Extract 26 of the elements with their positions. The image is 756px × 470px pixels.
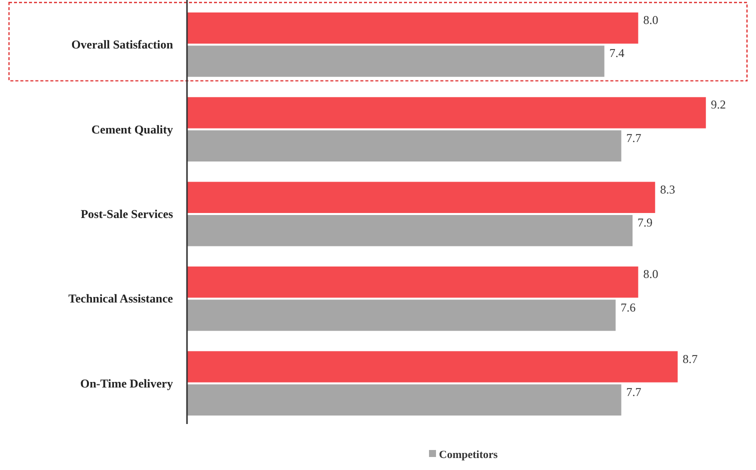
data-label: 7.7 [626, 384, 642, 399]
data-label: 8.0 [643, 267, 658, 282]
bar [187, 384, 622, 416]
data-label: 8.0 [643, 13, 658, 28]
bar [187, 12, 638, 44]
bar [187, 46, 604, 77]
bar [187, 130, 622, 162]
y-tick-label: Overall Satisfaction [71, 38, 174, 52]
bar [187, 351, 678, 382]
data-label: 7.6 [620, 300, 636, 314]
data-label: 9.2 [710, 98, 726, 112]
legend-label: Competitors [439, 449, 498, 461]
data-label: 8.3 [660, 182, 676, 196]
y-tick-label: Post-Sale Services [80, 207, 174, 221]
bar [187, 300, 616, 331]
data-label: 7.7 [626, 130, 642, 145]
bar [187, 214, 633, 246]
bar [187, 97, 706, 128]
data-label: 7.4 [609, 46, 624, 60]
bar [187, 182, 656, 214]
bar [187, 266, 638, 298]
data-label: 7.9 [638, 216, 653, 230]
y-tick-label: Cement Quality [91, 122, 173, 136]
y-tick-label: Technical Assistance [68, 292, 174, 306]
y-tick-label: On-Time Delivery [80, 376, 173, 390]
data-label: 8.7 [682, 352, 698, 366]
